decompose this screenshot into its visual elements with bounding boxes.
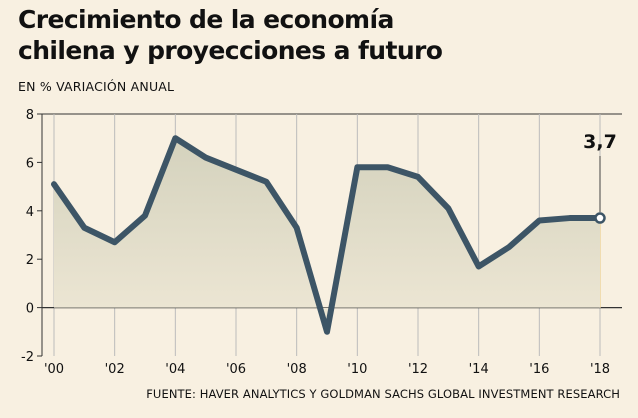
x-tick-label: '04 xyxy=(165,362,185,377)
x-tick-label: '12 xyxy=(408,362,428,377)
x-tick-label: '14 xyxy=(469,362,489,377)
x-tick-label: '02 xyxy=(105,362,125,377)
y-tick-label: 4 xyxy=(26,205,34,220)
x-tick-label: '06 xyxy=(226,362,246,377)
x-tick-label: '08 xyxy=(287,362,307,377)
x-tick-label: '00 xyxy=(44,362,64,377)
chart-title: Crecimiento de la economía chilena y pro… xyxy=(18,5,443,65)
annotation-marker xyxy=(594,212,606,224)
line-layer xyxy=(51,135,603,335)
x-tick-label: '16 xyxy=(529,362,549,377)
y-tick-label: 8 xyxy=(26,108,34,123)
source-note: FUENTE: HAVER ANALYTICS Y GOLDMAN SACHS … xyxy=(146,387,620,401)
annotation-layer: 3,7 xyxy=(583,131,617,224)
y-tick-label: 2 xyxy=(26,253,34,268)
annotation-label: 3,7 xyxy=(583,131,617,153)
series-area xyxy=(54,138,600,332)
series-line xyxy=(51,135,603,335)
area-layer xyxy=(54,138,601,332)
tick-layer: -2 0 2 4 6 8 '00 '02 '04 '06 '08 '10 '12 '14 '16 '18 xyxy=(21,108,610,377)
y-tick-label: -2 xyxy=(21,350,34,365)
x-tick-label: '10 xyxy=(347,362,367,377)
chart-subtitle: EN % VARIACIÓN ANUAL xyxy=(18,79,175,94)
y-tick-label: 6 xyxy=(26,156,34,171)
x-tick-label: '18 xyxy=(590,362,610,377)
y-tick-label: 0 xyxy=(26,302,34,317)
